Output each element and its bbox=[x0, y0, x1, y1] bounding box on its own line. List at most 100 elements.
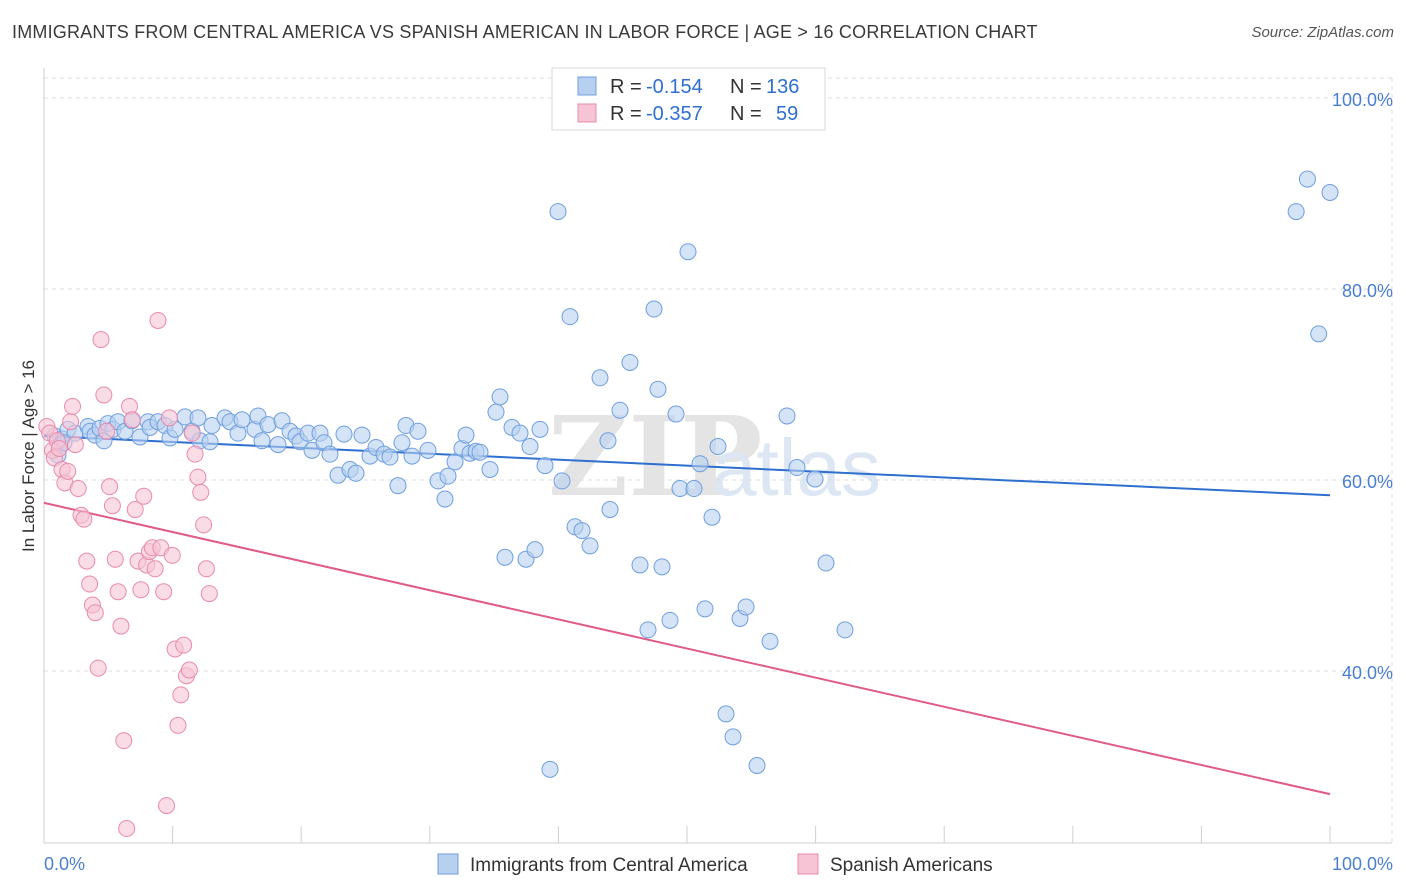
point-central-america-84 bbox=[549, 203, 567, 221]
point-central-america-71 bbox=[471, 443, 489, 461]
point-central-america-115 bbox=[778, 407, 796, 425]
point-central-america-49 bbox=[335, 425, 353, 443]
series-legend-swatch-pink bbox=[797, 853, 819, 875]
point-spanish-american-24 bbox=[103, 497, 121, 515]
point-spanish-american-28 bbox=[115, 732, 133, 750]
point-central-america-74 bbox=[491, 388, 509, 406]
point-central-america-65 bbox=[439, 467, 457, 485]
point-central-america-109 bbox=[717, 705, 735, 723]
point-spanish-american-12 bbox=[69, 480, 87, 498]
point-central-america-28 bbox=[201, 433, 219, 451]
point-central-america-117 bbox=[806, 470, 824, 488]
point-central-america-107 bbox=[703, 508, 721, 526]
point-central-america-120 bbox=[1287, 203, 1305, 221]
point-spanish-american-14 bbox=[75, 510, 93, 528]
point-central-america-93 bbox=[611, 401, 629, 419]
point-central-america-72 bbox=[481, 460, 499, 478]
point-spanish-american-54 bbox=[189, 468, 207, 486]
point-central-america-77 bbox=[511, 424, 529, 442]
point-central-america-119 bbox=[836, 621, 854, 639]
x-tick-label-max: 100.0% bbox=[1332, 854, 1393, 874]
point-central-america-86 bbox=[561, 308, 579, 326]
point-central-america-103 bbox=[679, 243, 697, 261]
stats-r-value-blue: -0.154 bbox=[646, 76, 703, 98]
stats-legend-swatch-pink bbox=[577, 103, 597, 123]
point-central-america-106 bbox=[696, 600, 714, 618]
point-central-america-68 bbox=[457, 426, 475, 444]
y-tick-labels: 100.0% 80.0% 60.0% 40.0% bbox=[1332, 90, 1393, 683]
chart-source: Source: ZipAtlas.com bbox=[1251, 24, 1394, 41]
stats-r-label-blue: R = bbox=[610, 76, 642, 98]
point-spanish-american-57 bbox=[197, 560, 215, 578]
point-spanish-american-27 bbox=[112, 617, 130, 635]
point-spanish-american-43 bbox=[158, 797, 176, 815]
point-spanish-american-22 bbox=[98, 422, 116, 440]
x-tick-label-min: 0.0% bbox=[44, 854, 85, 874]
point-spanish-american-29 bbox=[118, 820, 136, 838]
point-central-america-33 bbox=[233, 411, 251, 429]
point-central-america-88 bbox=[573, 522, 591, 540]
point-spanish-american-53 bbox=[186, 445, 204, 463]
point-spanish-american-8 bbox=[59, 462, 77, 480]
point-spanish-american-45 bbox=[163, 546, 181, 564]
point-spanish-american-18 bbox=[86, 604, 104, 622]
point-spanish-american-48 bbox=[172, 686, 190, 704]
point-spanish-american-31 bbox=[123, 411, 141, 429]
point-central-america-89 bbox=[581, 537, 599, 555]
y-tick-label-3: 40.0% bbox=[1342, 663, 1393, 683]
point-central-america-101 bbox=[667, 405, 685, 423]
point-spanish-american-56 bbox=[195, 516, 213, 534]
point-central-america-97 bbox=[645, 300, 663, 318]
trend-line-1 bbox=[43, 501, 1331, 796]
point-central-america-91 bbox=[599, 432, 617, 450]
point-spanish-american-35 bbox=[135, 487, 153, 505]
data-points bbox=[38, 170, 1339, 838]
point-central-america-98 bbox=[649, 380, 667, 398]
point-central-america-121 bbox=[1298, 170, 1316, 188]
point-central-america-95 bbox=[631, 556, 649, 574]
point-spanish-american-40 bbox=[149, 311, 167, 329]
stats-r-value-pink: -0.357 bbox=[646, 103, 703, 125]
point-spanish-american-44 bbox=[160, 409, 178, 427]
point-spanish-american-32 bbox=[126, 501, 144, 519]
point-central-america-110 bbox=[724, 728, 742, 746]
point-central-america-108 bbox=[709, 438, 727, 456]
point-central-america-64 bbox=[436, 490, 454, 508]
point-spanish-american-19 bbox=[89, 659, 107, 677]
point-spanish-american-39 bbox=[146, 560, 164, 578]
point-central-america-94 bbox=[621, 353, 639, 371]
point-central-america-62 bbox=[419, 441, 437, 459]
point-central-america-105 bbox=[691, 455, 709, 473]
y-tick-label-0: 100.0% bbox=[1332, 90, 1393, 110]
point-central-america-44 bbox=[303, 441, 321, 459]
stats-legend-box bbox=[551, 67, 826, 131]
point-central-america-47 bbox=[321, 445, 339, 463]
point-spanish-american-5 bbox=[50, 439, 68, 457]
point-central-america-80 bbox=[526, 541, 544, 559]
point-spanish-american-9 bbox=[62, 413, 80, 431]
point-central-america-75 bbox=[496, 548, 514, 566]
point-central-america-26 bbox=[189, 409, 207, 427]
point-central-america-52 bbox=[353, 426, 371, 444]
point-spanish-american-55 bbox=[192, 483, 210, 501]
point-spanish-american-26 bbox=[109, 583, 127, 601]
point-central-america-92 bbox=[601, 501, 619, 519]
point-central-america-99 bbox=[653, 558, 671, 576]
point-central-america-57 bbox=[389, 477, 407, 495]
point-central-america-51 bbox=[347, 464, 365, 482]
point-central-america-58 bbox=[393, 434, 411, 452]
point-central-america-81 bbox=[531, 420, 549, 438]
axes bbox=[43, 68, 1392, 844]
point-spanish-american-42 bbox=[155, 583, 173, 601]
point-spanish-american-16 bbox=[81, 575, 99, 593]
series-legend-label-pink: Spanish Americans bbox=[830, 855, 993, 876]
point-central-america-36 bbox=[253, 432, 271, 450]
point-central-america-116 bbox=[788, 459, 806, 477]
point-spanish-american-58 bbox=[200, 585, 218, 603]
point-central-america-66 bbox=[446, 453, 464, 471]
point-central-america-82 bbox=[536, 457, 554, 475]
point-central-america-113 bbox=[748, 757, 766, 774]
point-central-america-60 bbox=[403, 447, 421, 465]
point-central-america-79 bbox=[521, 438, 539, 456]
